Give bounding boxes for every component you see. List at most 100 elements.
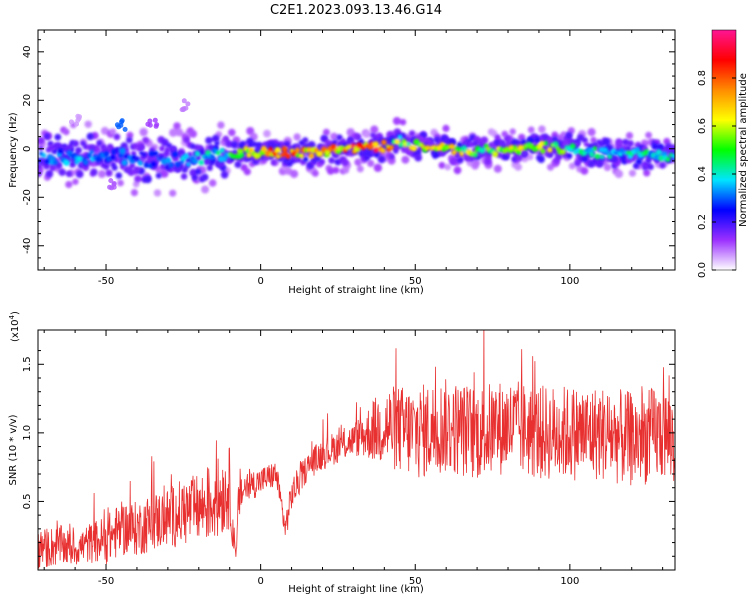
snr-axes: -50 0 50 100 0.5 1.0 1.5 (22, 330, 675, 587)
spectral-point (607, 154, 613, 160)
figure-title: C2E1.2023.093.13.46.G14 (270, 3, 442, 18)
spectral-point (448, 143, 455, 150)
y-tick-label: 1.5 (22, 356, 33, 372)
spectral-point (65, 170, 73, 177)
spectral-point (465, 155, 472, 162)
spectral-point (657, 143, 664, 151)
spectral-point (38, 163, 42, 170)
spectral-point (625, 150, 631, 156)
spectral-point (143, 162, 149, 168)
spectral-point (332, 166, 340, 174)
colorbar-tick-label: 0.8 (697, 70, 708, 86)
ridge-layer (38, 134, 675, 171)
spectral-feature (76, 116, 82, 121)
spectral-point (534, 136, 541, 144)
y-tick-label: 1.0 (22, 425, 33, 441)
spectral-point (503, 135, 511, 143)
spectral-point (212, 134, 220, 143)
spectral-point (552, 141, 559, 148)
spectral-point (367, 159, 375, 167)
spectral-point (290, 169, 299, 178)
spectral-point (444, 163, 452, 171)
spectral-point (173, 122, 181, 130)
spectral-point (547, 147, 553, 153)
spectral-point (206, 164, 213, 171)
spectral-point (285, 153, 291, 159)
spectral-point (560, 149, 566, 155)
spectral-feature (108, 178, 114, 184)
spectral-point (256, 153, 262, 159)
spectral-point (270, 159, 277, 166)
spectral-point (492, 151, 499, 158)
spectral-point (52, 159, 58, 165)
spectral-point (63, 159, 70, 166)
colorbar-gradient (711, 29, 737, 271)
spectral-point (180, 173, 188, 180)
y-tick-label: 0.5 (22, 493, 33, 509)
spectral-point (634, 147, 641, 153)
colorbar-tick-label: 0.4 (697, 166, 708, 182)
spectral-point (170, 145, 177, 152)
spectral-point (168, 162, 174, 168)
spectral-point (72, 178, 79, 185)
spectral-point (611, 155, 619, 163)
spectral-point (647, 163, 654, 171)
spectral-point (566, 153, 573, 159)
spectral-point (84, 120, 92, 128)
spectral-point (480, 136, 489, 145)
spectral-point (539, 141, 545, 146)
spectral-point (547, 152, 554, 158)
spectral-point (362, 151, 369, 157)
spectral-point (380, 148, 386, 154)
spectral-point (239, 152, 245, 158)
spectral-point (133, 166, 141, 173)
spectral-point (234, 160, 242, 169)
spectral-point (587, 128, 596, 137)
spectral-point (635, 158, 643, 165)
spectral-point (194, 150, 201, 157)
spectrogram-xlabel: Height of straight line (km) (288, 285, 424, 296)
spectral-point (589, 151, 595, 158)
spectral-point (169, 189, 177, 197)
spectral-feature (183, 105, 189, 111)
spectral-point (248, 147, 254, 153)
spectral-point (49, 164, 57, 171)
spectral-point (381, 139, 387, 145)
spectral-point (643, 169, 651, 177)
spectral-point (580, 167, 589, 175)
spectral-point (538, 125, 546, 133)
spectral-point (263, 129, 271, 138)
colorbar-tick-label: 0.2 (697, 214, 708, 230)
spectral-point (175, 167, 181, 173)
spectral-point (69, 139, 76, 146)
spectral-point (119, 147, 126, 154)
spectral-point (356, 165, 364, 173)
spectral-point (201, 185, 210, 194)
spectral-point (509, 128, 516, 135)
spectral-point (129, 162, 136, 169)
spectral-point (246, 153, 252, 158)
spectral-point (283, 140, 291, 148)
spectral-point (302, 156, 309, 163)
spectral-point (201, 173, 209, 181)
spectral-point (295, 153, 301, 158)
colorbar-ticks: 0.0 0.2 0.4 0.6 0.8 (697, 70, 736, 278)
spectral-point (341, 158, 349, 167)
spectral-point (83, 159, 89, 165)
spectral-point (516, 149, 522, 155)
spectral-point (189, 130, 198, 138)
spectral-point (328, 157, 335, 164)
spectral-point (311, 169, 319, 177)
spectral-point (672, 154, 675, 159)
spectral-point (398, 142, 404, 148)
spectral-point (169, 128, 178, 137)
spectral-point (509, 144, 514, 150)
spectral-point (370, 125, 379, 134)
spectral-point (220, 171, 229, 179)
spectral-point (516, 155, 523, 162)
spectral-feature (119, 118, 125, 124)
spectral-point (137, 160, 143, 166)
spectral-point (658, 155, 665, 162)
spectral-point (426, 138, 432, 144)
spectral-feature (122, 126, 128, 132)
